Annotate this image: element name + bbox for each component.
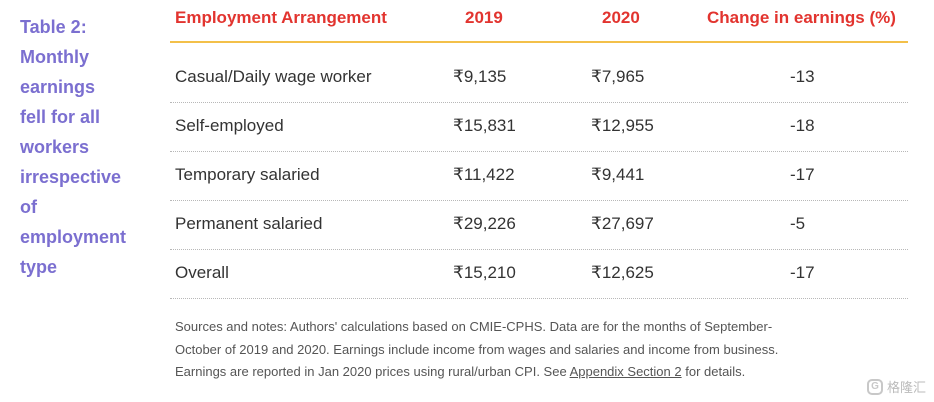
cell-2019: ₹29,226 (453, 214, 516, 233)
cell-arrangement: Self-employed (175, 116, 284, 135)
table-row: Casual/Daily wage worker ₹9,135 ₹7,965 -… (170, 53, 908, 103)
cell-change: -17 (790, 165, 815, 184)
cell-arrangement: Overall (175, 263, 229, 282)
cell-change: -17 (790, 263, 815, 282)
cell-2019: ₹9,135 (453, 67, 507, 86)
watermark-text: 格隆汇 (886, 380, 926, 395)
header-divider (170, 41, 908, 43)
caption-line: fell for all (20, 107, 101, 127)
cell-change: -13 (790, 67, 815, 86)
sources-notes: Sources and notes: Authors' calculations… (175, 316, 915, 384)
notes-line: October of 2019 and 2020. Earnings inclu… (175, 341, 779, 357)
table-row: Temporary salaried ₹11,422 ₹9,441 -17 (170, 151, 908, 201)
cell-change: -18 (790, 116, 815, 135)
watermark-logo-icon: G (866, 378, 883, 395)
notes-line: Earnings are reported in Jan 2020 prices… (175, 361, 915, 384)
notes-text: for details. (681, 364, 746, 379)
caption-line: irrespective (20, 167, 122, 187)
caption-line: earnings (20, 77, 96, 97)
notes-line: Sources and notes: Authors' calculations… (175, 319, 773, 334)
header-2019: 2019 (465, 8, 503, 27)
watermark: G 格隆汇 (866, 377, 926, 396)
cell-2019: ₹15,210 (453, 263, 516, 282)
notes-text: Earnings are reported in Jan 2020 prices… (175, 364, 570, 379)
cell-arrangement: Permanent salaried (175, 214, 323, 233)
table-row: Permanent salaried ₹29,226 ₹27,697 -5 (170, 200, 908, 250)
cell-arrangement: Temporary salaried (175, 165, 320, 184)
caption-line: of (20, 197, 37, 217)
cell-2019: ₹11,422 (453, 165, 515, 184)
table-row: Self-employed ₹15,831 ₹12,955 -18 (170, 102, 908, 152)
table-row: Overall ₹15,210 ₹12,625 -17 (170, 249, 908, 299)
cell-2020: ₹12,625 (591, 263, 654, 282)
table-caption: Table 2: Monthly earnings fell for all w… (20, 12, 148, 282)
cell-2020: ₹27,697 (591, 214, 654, 233)
caption-line: workers (20, 137, 90, 157)
cell-2020: ₹9,441 (591, 165, 645, 184)
header-2020: 2020 (602, 8, 640, 27)
cell-2020: ₹7,965 (591, 67, 645, 86)
caption-line: Table 2: (20, 17, 87, 37)
header-change: Change in earnings (%) (707, 8, 896, 27)
appendix-link[interactable]: Appendix Section 2 (569, 364, 682, 379)
cell-2019: ₹15,831 (453, 116, 516, 135)
header-employment-arrangement: Employment Arrangement (175, 8, 387, 27)
cell-arrangement: Casual/Daily wage worker (175, 67, 372, 86)
cell-2020: ₹12,955 (591, 116, 654, 135)
caption-line: Monthly (20, 47, 89, 67)
cell-change: -5 (790, 214, 806, 233)
caption-line: employment (20, 227, 127, 247)
caption-line: type (20, 257, 58, 277)
